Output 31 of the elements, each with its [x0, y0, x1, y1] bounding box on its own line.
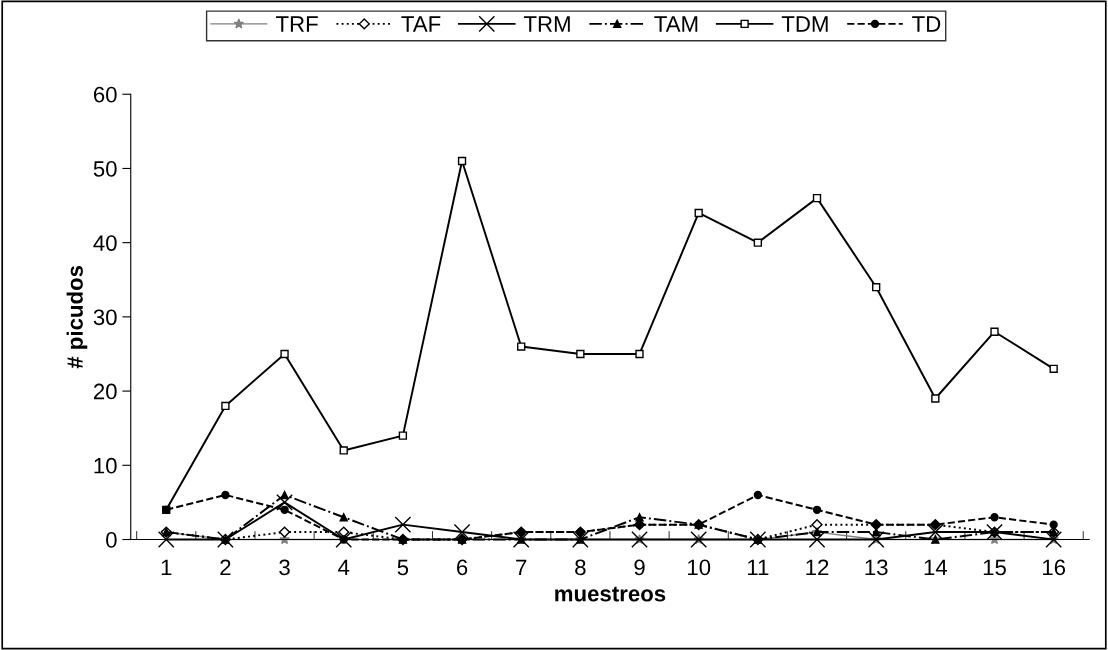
y-tick-label: 30: [93, 309, 117, 326]
x-tick-label: 4: [338, 559, 350, 576]
legend-label: TRF: [275, 16, 318, 32]
y-tick-label: 10: [94, 457, 117, 474]
x-tick-label: 3: [279, 559, 290, 576]
x-tick-label: 12: [806, 559, 829, 576]
x-tick-label: 2: [220, 559, 231, 576]
legend-label: TRM: [523, 16, 570, 32]
x-tick-label: 15: [983, 559, 1006, 576]
legend-label: TD: [912, 16, 941, 32]
x-tick-label: 8: [575, 559, 586, 576]
legend-label: TAF: [401, 16, 441, 32]
x-tick-label: 7: [516, 559, 527, 576]
y-tick-label: 0: [106, 532, 117, 548]
y-tick-label: 40: [93, 235, 117, 251]
y-tick-label: 60: [93, 86, 117, 103]
y-tick-label: 20: [93, 383, 117, 400]
y-tick-label: 50: [93, 160, 117, 177]
x-tick-label: 10: [688, 559, 711, 576]
x-tick-label: 1: [161, 559, 172, 576]
x-axis-title: muestreos: [555, 586, 666, 602]
x-tick-label: 13: [865, 559, 888, 576]
x-tick-label: 11: [748, 559, 769, 576]
x-tick-label: 9: [634, 559, 645, 576]
x-tick-label: 14: [924, 559, 948, 576]
x-tick-label: 5: [397, 559, 409, 576]
y-axis-title: # picudos: [66, 265, 88, 369]
legend-label: TDM: [781, 16, 828, 32]
x-tick-label: 6: [457, 559, 468, 576]
x-tick-label: 16: [1043, 559, 1066, 576]
legend-label: TAM: [654, 16, 698, 32]
